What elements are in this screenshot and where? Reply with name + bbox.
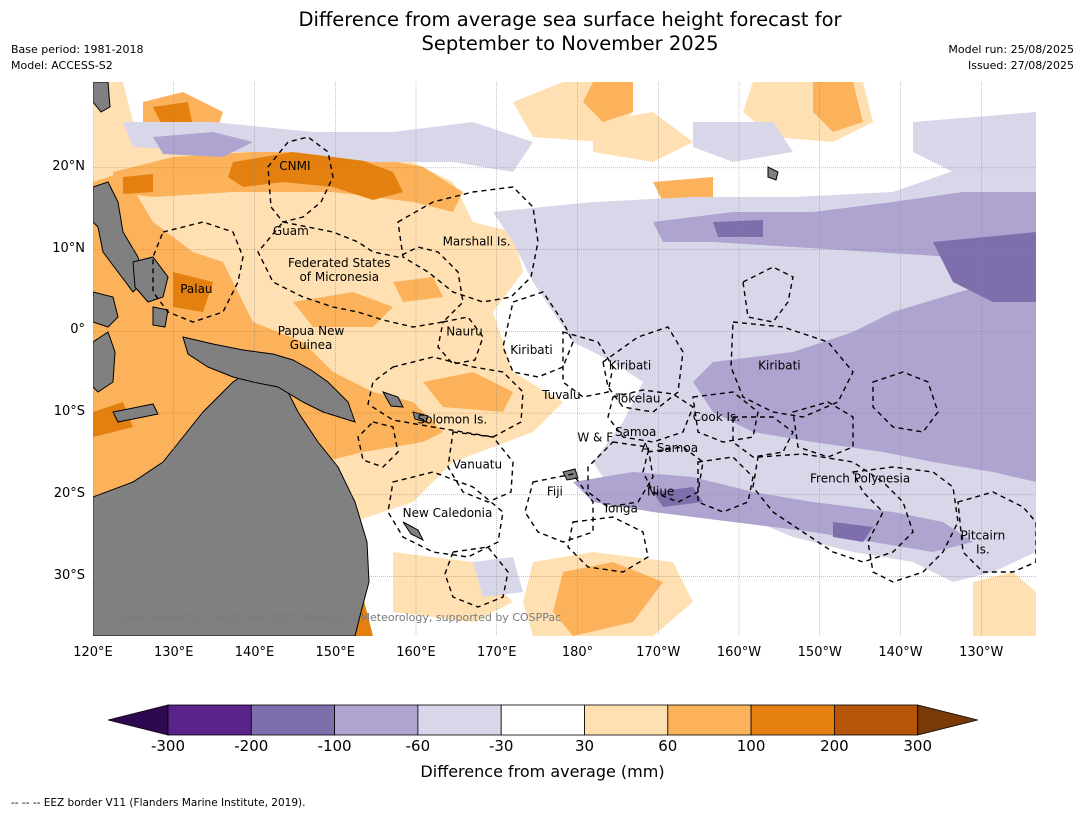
region-label: Kiribati	[510, 343, 552, 357]
base-period: Base period: 1981-2018	[11, 43, 144, 56]
graticule	[93, 82, 1036, 636]
region-label: New Caledonia	[403, 506, 493, 520]
region-label: Federated States of Micronesia	[288, 256, 390, 284]
halmahera	[152, 306, 169, 328]
latitude-tick-label: 20°N	[52, 158, 85, 174]
copyright-notice: © Commonwealth of Australia 2025, Bureau…	[98, 611, 561, 624]
region-label: W & F	[577, 431, 613, 445]
colorbar-segment	[250, 704, 336, 736]
longitude-tick-label: 140°E	[234, 645, 275, 660]
solomon-islands	[381, 391, 429, 423]
region-label: Marshall Is.	[443, 234, 511, 248]
colorbar-tick-label: 300	[903, 737, 932, 755]
latitude-tick-label: 10°S	[53, 404, 85, 420]
colorbar-segment	[834, 704, 919, 736]
colorbar-tick-label: 200	[820, 737, 849, 755]
longitude-tick-label: 140°W	[878, 645, 923, 660]
colorbar-extend-high	[917, 704, 978, 736]
longitude-tick-label: 170°E	[476, 645, 517, 660]
latitude-tick-label: 30°S	[53, 567, 85, 583]
longitude-tick-label: 130°W	[959, 645, 1004, 660]
longitude-tick-label: 130°E	[153, 645, 194, 660]
region-label: Tuvalu	[541, 388, 581, 402]
region-label: Niue	[647, 485, 674, 499]
latitude-tick-label: 20°S	[53, 485, 85, 501]
latitude-tick-label: 10°N	[52, 240, 85, 256]
colorbar-segment	[584, 704, 669, 736]
colorbar-extend-low	[108, 704, 169, 736]
longitude-tick-label: 180°	[561, 645, 594, 660]
region-label: Cook Is.	[693, 410, 740, 424]
longitude-tick-label: 120°E	[73, 645, 113, 660]
colorbar-title: Difference from average (mm)	[420, 762, 665, 781]
colorbar-segment	[334, 704, 419, 736]
region-label: Nauru	[446, 324, 482, 338]
colorbar-segment	[750, 704, 835, 736]
colorbar-tick-label: 60	[658, 737, 678, 755]
title-line-1: Difference from average sea surface heig…	[298, 8, 842, 31]
colorbar-tick-label: -30	[488, 737, 514, 755]
colorbar-segment	[417, 704, 502, 736]
colorbar-tick-label: 100	[736, 737, 766, 755]
colorbar-tick-label: -200	[234, 737, 269, 755]
longitude-tick-label: 150°W	[797, 645, 842, 660]
sulawesi	[93, 291, 119, 328]
colorbar-segment	[500, 704, 585, 736]
colorbar-tick-label: -60	[405, 737, 431, 755]
longitude-tick-label: 150°E	[315, 645, 356, 660]
longitude-tick-label: 160°W	[716, 645, 762, 660]
region-labels: CNMI Guam Marshall Is. Federated States of M…	[180, 159, 1005, 556]
longitude-tick-label: 160°E	[396, 645, 436, 660]
new-caledonia	[402, 521, 425, 542]
region-label: Papua New Guinea	[278, 324, 345, 352]
region-label: Palau	[180, 282, 212, 296]
eez-footnote: -- -- -- EEZ border V11 (Flanders Marine…	[11, 797, 306, 809]
region-label: A. Samoa	[641, 441, 698, 455]
region-label: Vanuatu	[453, 458, 503, 472]
longitude-tick-label: 170°W	[636, 645, 681, 660]
chart-title: Difference from average sea surface heig…	[0, 8, 1085, 56]
colorbar	[108, 704, 978, 736]
region-label: Kiribati	[609, 359, 651, 373]
region-label: Guam	[273, 224, 309, 238]
title-line-2: September to November 2025	[421, 32, 719, 55]
colorbar-segment	[667, 704, 752, 736]
region-label: CNMI	[279, 159, 310, 173]
issued-date: Issued: 27/08/2025	[967, 59, 1074, 72]
land-masses	[93, 82, 779, 636]
region-label: French Polynesia	[810, 471, 910, 485]
region-label: Solomon Is.	[417, 413, 487, 427]
colorbar-tick-label: -300	[150, 737, 186, 755]
taiwan	[93, 82, 111, 113]
new-guinea	[182, 336, 356, 423]
colorbar-tick-label: 30	[574, 737, 595, 755]
philippines-mindanao	[132, 256, 169, 303]
region-label: Fiji	[547, 485, 563, 499]
region-label: Tokelau	[615, 391, 661, 405]
forecast-map: CNMI Guam Marshall Is. Federated States of M…	[93, 82, 1036, 636]
hawaii	[767, 166, 779, 181]
colorbar-segment	[167, 704, 252, 736]
model-name: Model: ACCESS-S2	[11, 59, 113, 72]
region-label: Samoa	[615, 425, 656, 439]
borneo	[93, 331, 116, 393]
australia	[93, 361, 370, 636]
meta-left: Base period: 1981-2018 Model: ACCESS-S2	[11, 42, 143, 74]
latitude-tick-label: 0°	[70, 322, 85, 338]
eez-borders	[152, 136, 1036, 608]
region-label: Pitcairn Is.	[961, 528, 1006, 556]
region-label: Kiribati	[758, 359, 800, 373]
colorbar-tick-label: -100	[317, 737, 352, 755]
meta-right: Model run: 25/08/2025 Issued: 27/08/2025	[948, 42, 1074, 74]
region-label: Tonga	[602, 502, 638, 516]
model-run: Model run: 25/08/2025	[948, 43, 1074, 56]
